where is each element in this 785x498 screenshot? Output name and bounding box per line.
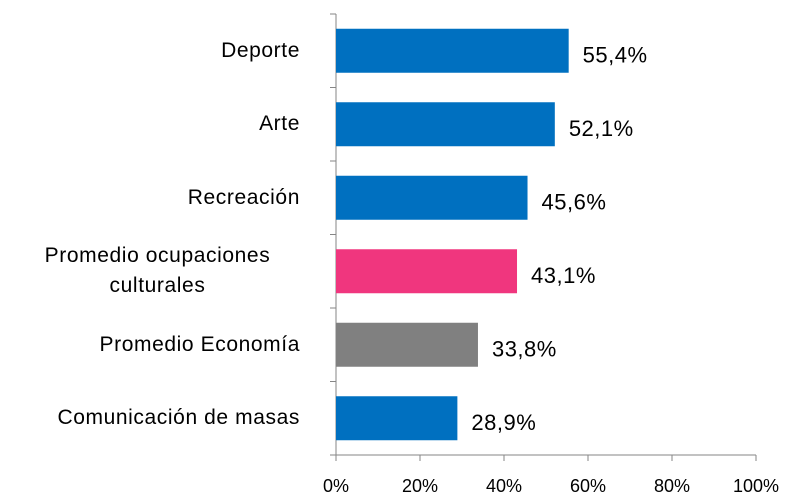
bar bbox=[336, 322, 478, 367]
bar bbox=[336, 175, 528, 220]
y-tick-label: Recreación bbox=[187, 185, 300, 209]
x-tick-label: 60% bbox=[570, 476, 606, 496]
value-label: 43,1% bbox=[531, 263, 596, 288]
category-label-box: Promedio ocupaciones culturales bbox=[0, 235, 300, 309]
y-tick-label: Comunicación de masas bbox=[57, 406, 300, 430]
x-tick-label: 100% bbox=[733, 476, 779, 496]
value-label: 45,6% bbox=[542, 190, 607, 215]
x-tick-label: 20% bbox=[402, 476, 438, 496]
x-tick-label: 40% bbox=[486, 476, 522, 496]
y-tick-label: Arte bbox=[259, 112, 300, 136]
value-label: 28,9% bbox=[471, 410, 536, 435]
category-label-box: Comunicación de masas bbox=[0, 382, 300, 456]
y-tick-label: Promedio Economía bbox=[99, 332, 300, 356]
value-label: 55,4% bbox=[583, 43, 648, 68]
y-tick-label: Deporte bbox=[221, 38, 300, 62]
bar bbox=[336, 249, 518, 294]
category-label-box: Deporte bbox=[0, 14, 300, 88]
category-label-box: Promedio Economía bbox=[0, 308, 300, 382]
x-tick-label: 80% bbox=[654, 476, 690, 496]
x-tick-label: 0% bbox=[323, 476, 349, 496]
value-label: 33,8% bbox=[492, 337, 557, 362]
category-label-box: Recreación bbox=[0, 161, 300, 235]
y-tick-label: Promedio ocupaciones culturales bbox=[44, 244, 271, 298]
bar bbox=[336, 28, 569, 73]
category-label-box: Arte bbox=[0, 88, 300, 162]
bar bbox=[336, 102, 555, 147]
value-label: 52,1% bbox=[569, 116, 634, 141]
bar bbox=[336, 396, 458, 441]
